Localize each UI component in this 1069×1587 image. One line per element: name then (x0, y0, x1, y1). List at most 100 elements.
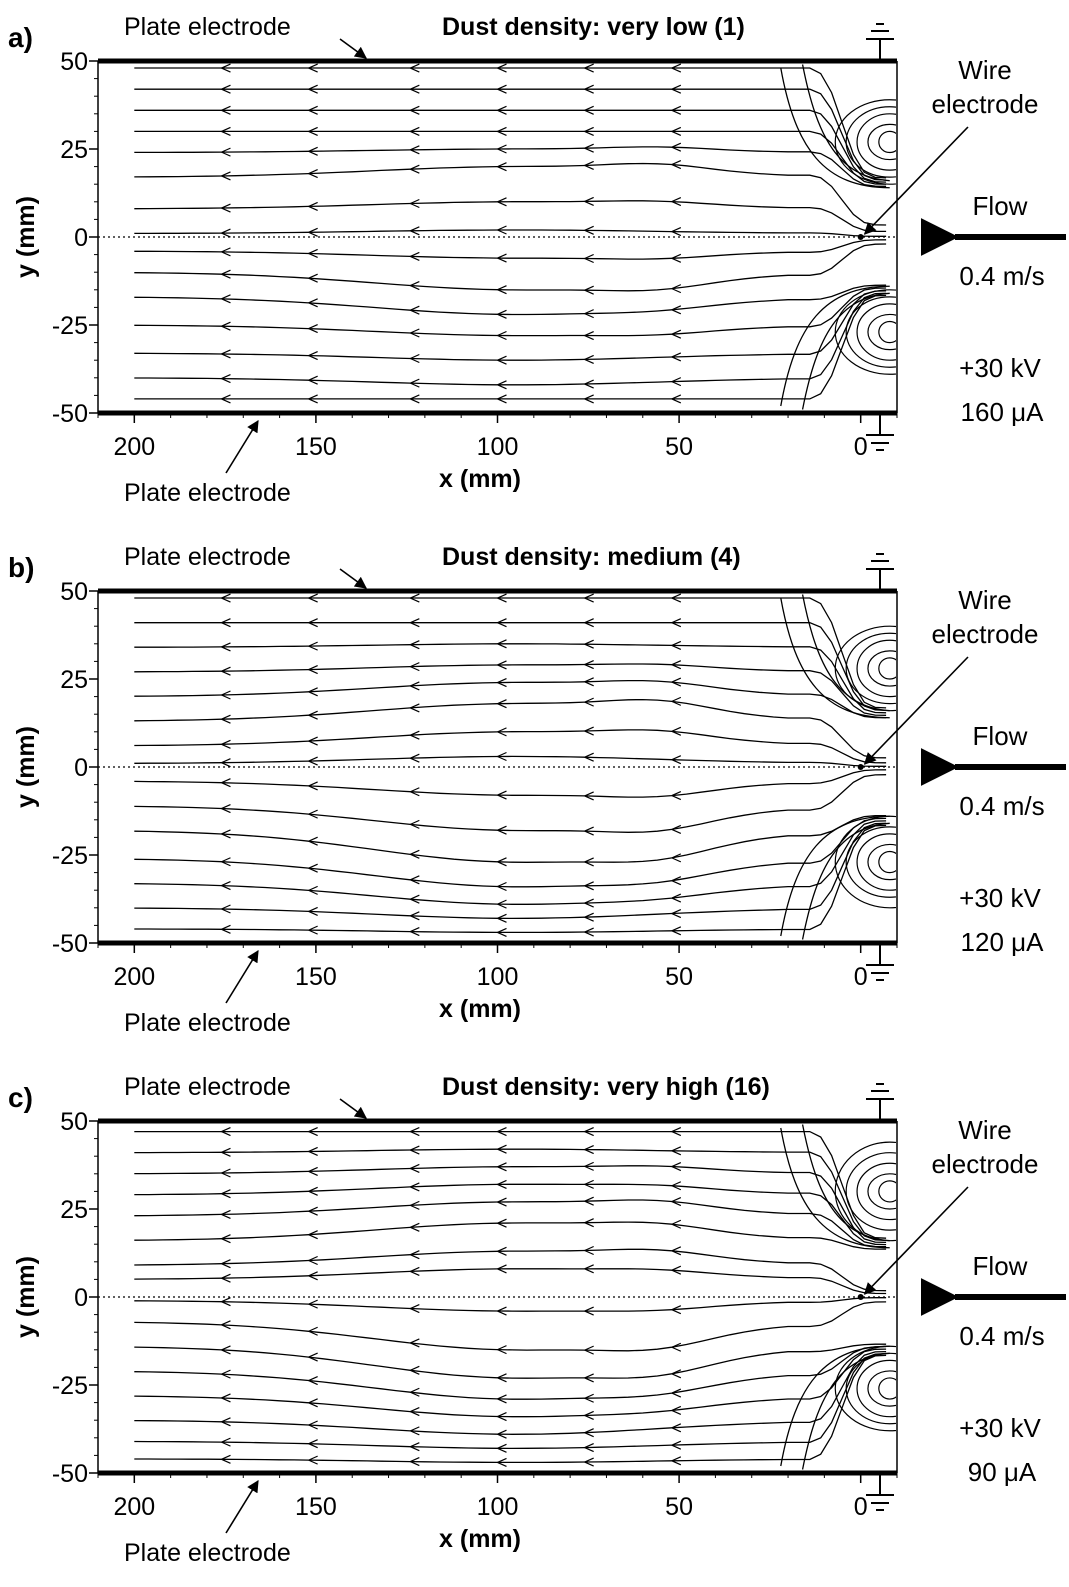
streamline-arrowhead (497, 355, 507, 365)
streamline-arrowhead (221, 1273, 231, 1283)
bottom-plate-pointer (225, 1479, 259, 1534)
streamline-arrowhead (308, 1166, 318, 1176)
streamline-arrowhead (221, 1127, 231, 1137)
streamline-arrowhead (308, 298, 318, 308)
y-tick-label: 0 (74, 754, 88, 782)
wire-label-line2: electrode (932, 89, 1039, 119)
streamline (134, 698, 887, 759)
top-plate-pointer (339, 1098, 367, 1119)
streamline (134, 1221, 887, 1250)
streamline-arrowhead (671, 696, 682, 706)
streamline-arrowhead (221, 374, 231, 384)
streamline-arrowhead (584, 1428, 594, 1438)
streamline-arrowhead (221, 758, 231, 768)
streamline-arrowhead (497, 618, 507, 628)
vortex-streamline (845, 632, 896, 705)
streamline-arrowhead (221, 642, 231, 652)
streamline-arrowhead (410, 1303, 420, 1314)
streamline-arrowhead (410, 593, 420, 603)
x-tick-label: 50 (665, 433, 693, 461)
streamline-arrowhead (410, 280, 420, 291)
y-tick-label: 25 (60, 1196, 88, 1224)
streamline (134, 1350, 887, 1435)
streamline-arrowhead (671, 1265, 682, 1275)
streamline-arrowhead (497, 727, 507, 737)
vortex-streamline (867, 1173, 896, 1210)
top-plate-label: Plate electrode (124, 13, 291, 41)
x-tick-label: 50 (665, 1493, 693, 1521)
top-plate-pointer (339, 568, 367, 589)
streamline-arrowhead (308, 863, 318, 873)
streamline (134, 284, 887, 316)
y-tick-label: 0 (74, 224, 88, 252)
streamline-arrowhead (221, 1393, 231, 1403)
vortex-streamline (834, 1141, 896, 1242)
streamline-arrowhead (308, 1255, 318, 1266)
y-tick-label: 0 (74, 1284, 88, 1312)
streamline (134, 1345, 887, 1400)
streamline-arrowhead (584, 196, 594, 206)
x-tick-label: 100 (477, 1493, 519, 1521)
streamline (134, 130, 887, 185)
streamline (134, 290, 887, 361)
streamline-arrowhead (584, 1264, 594, 1274)
vortex-streamline (834, 1345, 896, 1432)
panel-letter: a) (8, 22, 33, 53)
streamline-arrowhead (410, 1457, 420, 1467)
streamline (134, 1248, 887, 1292)
y-tick-label: -25 (52, 1372, 88, 1400)
streamline-arrowhead (308, 1352, 318, 1362)
streamline-arrowhead (308, 1455, 318, 1465)
streamline-arrowhead (497, 1306, 507, 1316)
streamline-arrowhead (584, 898, 594, 908)
x-tick-label: 100 (477, 433, 519, 461)
y-tick-label: -50 (52, 400, 88, 428)
streamline-arrowhead (671, 197, 682, 207)
top-plate-label: Plate electrode (124, 1073, 291, 1101)
streamline-arrowhead (671, 1181, 682, 1191)
wire-label-line1: Wire (958, 55, 1011, 85)
streamline-arrowhead (308, 227, 318, 237)
y-axis-label: y (mm) (12, 196, 40, 278)
streamline-arrowhead (671, 593, 682, 603)
streamline (134, 643, 887, 714)
streamline-arrowhead (221, 294, 231, 304)
x-tick-label: 0 (854, 433, 868, 461)
vortex-streamline (878, 850, 896, 874)
streamline-arrowhead (671, 1127, 682, 1137)
streamline-arrowhead (221, 714, 231, 724)
streamline-arrowhead (671, 1388, 682, 1398)
streamline-arrowhead (308, 273, 318, 283)
streamline-arrowhead (497, 790, 507, 800)
vortex-streamline (856, 1359, 896, 1418)
streamline-arrowhead (221, 618, 231, 628)
streamline (134, 294, 887, 400)
streamline-arrowhead (671, 253, 682, 263)
current-label: 90 μA (968, 1457, 1037, 1487)
vortex-streamline (867, 650, 896, 687)
x-tick-label: 200 (113, 1493, 155, 1521)
streamline-arrowhead (221, 349, 231, 359)
streamline-arrowhead (584, 1373, 594, 1383)
streamline-arrowhead (584, 639, 594, 649)
streamline (134, 1301, 887, 1352)
vortex-streamline (834, 289, 896, 375)
streamline (134, 146, 887, 187)
streamline-arrowhead (308, 641, 318, 651)
streamline-arrowhead (221, 1345, 231, 1355)
streamline-arrowhead (410, 105, 420, 115)
current-label: 120 μA (961, 927, 1045, 957)
y-tick-label: -25 (52, 312, 88, 340)
vortex-streamline (845, 1152, 896, 1231)
streamline-arrowhead (584, 1306, 594, 1316)
streamline (134, 814, 887, 863)
streamline-arrowhead (410, 681, 420, 691)
wire-label-line1: Wire (958, 585, 1011, 615)
streamline-arrowhead (410, 1127, 420, 1137)
streamline-arrowhead (221, 803, 231, 814)
streamline-arrowhead (308, 169, 318, 179)
streamline-arrowhead (308, 836, 318, 846)
streamline (134, 200, 887, 233)
streamline-arrowhead (308, 736, 318, 746)
flow-speed: 0.4 m/s (959, 1321, 1044, 1351)
